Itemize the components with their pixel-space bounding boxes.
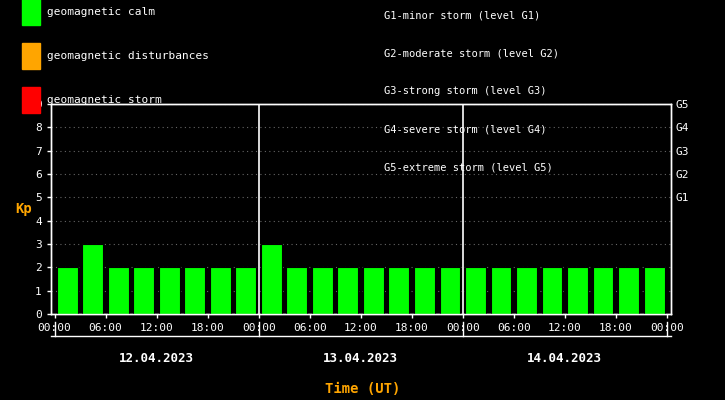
Bar [159, 267, 180, 314]
Bar [644, 267, 665, 314]
Bar [363, 267, 384, 314]
Text: 13.04.2023: 13.04.2023 [323, 352, 398, 365]
Bar [337, 267, 358, 314]
Bar [312, 267, 333, 314]
Bar [210, 267, 231, 314]
Bar [465, 267, 486, 314]
Bar [83, 244, 103, 314]
Text: G4-severe storm (level G4): G4-severe storm (level G4) [384, 124, 547, 134]
Bar [261, 244, 282, 314]
Bar [57, 267, 78, 314]
Bar [516, 267, 537, 314]
Bar [133, 267, 154, 314]
Bar [618, 267, 639, 314]
Text: Time (UT): Time (UT) [325, 382, 400, 396]
Bar [236, 267, 257, 314]
Bar [592, 267, 613, 314]
Text: G5-extreme storm (level G5): G5-extreme storm (level G5) [384, 162, 553, 172]
Bar [567, 267, 588, 314]
Text: 14.04.2023: 14.04.2023 [527, 352, 602, 365]
Text: geomagnetic calm: geomagnetic calm [47, 7, 155, 17]
Text: geomagnetic disturbances: geomagnetic disturbances [47, 51, 209, 61]
Bar [286, 267, 307, 314]
Bar [491, 267, 511, 314]
Bar [389, 267, 410, 314]
Bar [414, 267, 435, 314]
Text: G2-moderate storm (level G2): G2-moderate storm (level G2) [384, 48, 559, 58]
Bar [108, 267, 129, 314]
Bar [542, 267, 563, 314]
Text: G3-strong storm (level G3): G3-strong storm (level G3) [384, 86, 547, 96]
Text: G1-minor storm (level G1): G1-minor storm (level G1) [384, 10, 541, 20]
Text: 12.04.2023: 12.04.2023 [119, 352, 194, 365]
Y-axis label: Kp: Kp [15, 202, 32, 216]
Bar [184, 267, 205, 314]
Bar [439, 267, 460, 314]
Text: geomagnetic storm: geomagnetic storm [47, 95, 162, 105]
